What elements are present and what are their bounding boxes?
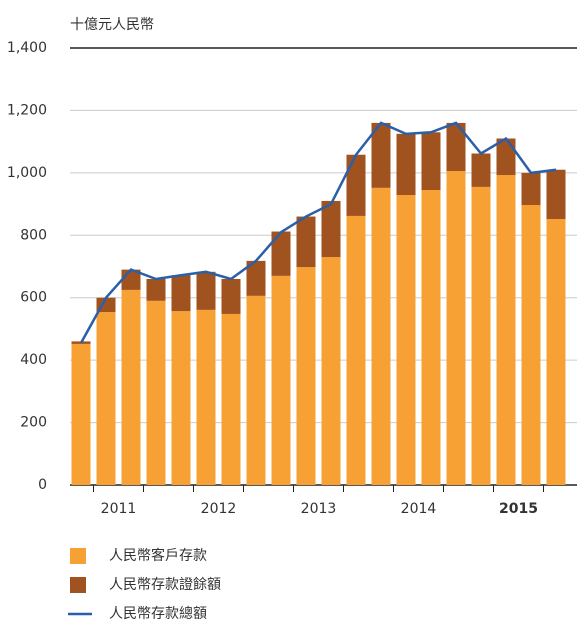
legend-swatch bbox=[70, 577, 86, 593]
bar bbox=[71, 343, 91, 485]
bar bbox=[146, 278, 166, 301]
x-group-label: 2014 bbox=[401, 501, 437, 517]
bar bbox=[471, 153, 491, 187]
y-tick-label: 200 bbox=[20, 415, 47, 431]
y-tick-label: 0 bbox=[38, 477, 47, 493]
bar bbox=[296, 216, 316, 268]
bar bbox=[396, 195, 416, 485]
legend-swatch bbox=[70, 548, 86, 564]
bar bbox=[371, 187, 391, 485]
legend-label: 人民幣存款總額 bbox=[109, 605, 207, 622]
y-tick-label: 400 bbox=[20, 352, 47, 368]
bar bbox=[346, 215, 366, 485]
bar bbox=[496, 175, 516, 485]
x-group-label: 2011 bbox=[101, 501, 137, 517]
bar bbox=[221, 313, 241, 485]
legend-label: 人民幣存款證餘額 bbox=[109, 576, 221, 593]
bar bbox=[346, 154, 366, 216]
y-tick-label: 1,200 bbox=[7, 102, 47, 118]
y-tick-label: 800 bbox=[20, 227, 47, 243]
x-group-label: 2013 bbox=[301, 501, 337, 517]
bar bbox=[246, 260, 266, 296]
chart-title: 十億元人民幣 bbox=[70, 17, 154, 33]
y-tick-label: 1,000 bbox=[7, 165, 47, 181]
bar bbox=[271, 275, 291, 485]
bar bbox=[271, 231, 291, 276]
bar bbox=[121, 289, 141, 485]
bar bbox=[421, 190, 441, 485]
bar bbox=[446, 170, 466, 485]
x-group-label: 2012 bbox=[201, 501, 237, 517]
bar bbox=[471, 186, 491, 485]
bar bbox=[321, 200, 341, 258]
y-tick-label: 600 bbox=[20, 290, 47, 306]
bar bbox=[296, 267, 316, 485]
bar bbox=[521, 172, 541, 206]
bar bbox=[246, 295, 266, 485]
bar bbox=[96, 312, 116, 485]
bar bbox=[421, 132, 441, 191]
y-tick-label: 1,400 bbox=[7, 40, 47, 56]
bar bbox=[171, 275, 191, 312]
bar bbox=[521, 205, 541, 485]
x-group-label: 2015 bbox=[499, 501, 538, 517]
bar bbox=[196, 271, 216, 310]
bar bbox=[496, 138, 516, 176]
bar bbox=[321, 257, 341, 485]
line bbox=[79, 121, 557, 344]
bar bbox=[371, 122, 391, 188]
bar bbox=[146, 300, 166, 485]
bar bbox=[446, 122, 466, 171]
legend-label: 人民幣客戶存款 bbox=[109, 547, 207, 564]
bar bbox=[396, 133, 416, 196]
bar bbox=[171, 311, 191, 485]
bar bbox=[196, 309, 216, 485]
bar bbox=[546, 169, 566, 220]
bar bbox=[221, 278, 241, 314]
bar bbox=[546, 219, 566, 485]
